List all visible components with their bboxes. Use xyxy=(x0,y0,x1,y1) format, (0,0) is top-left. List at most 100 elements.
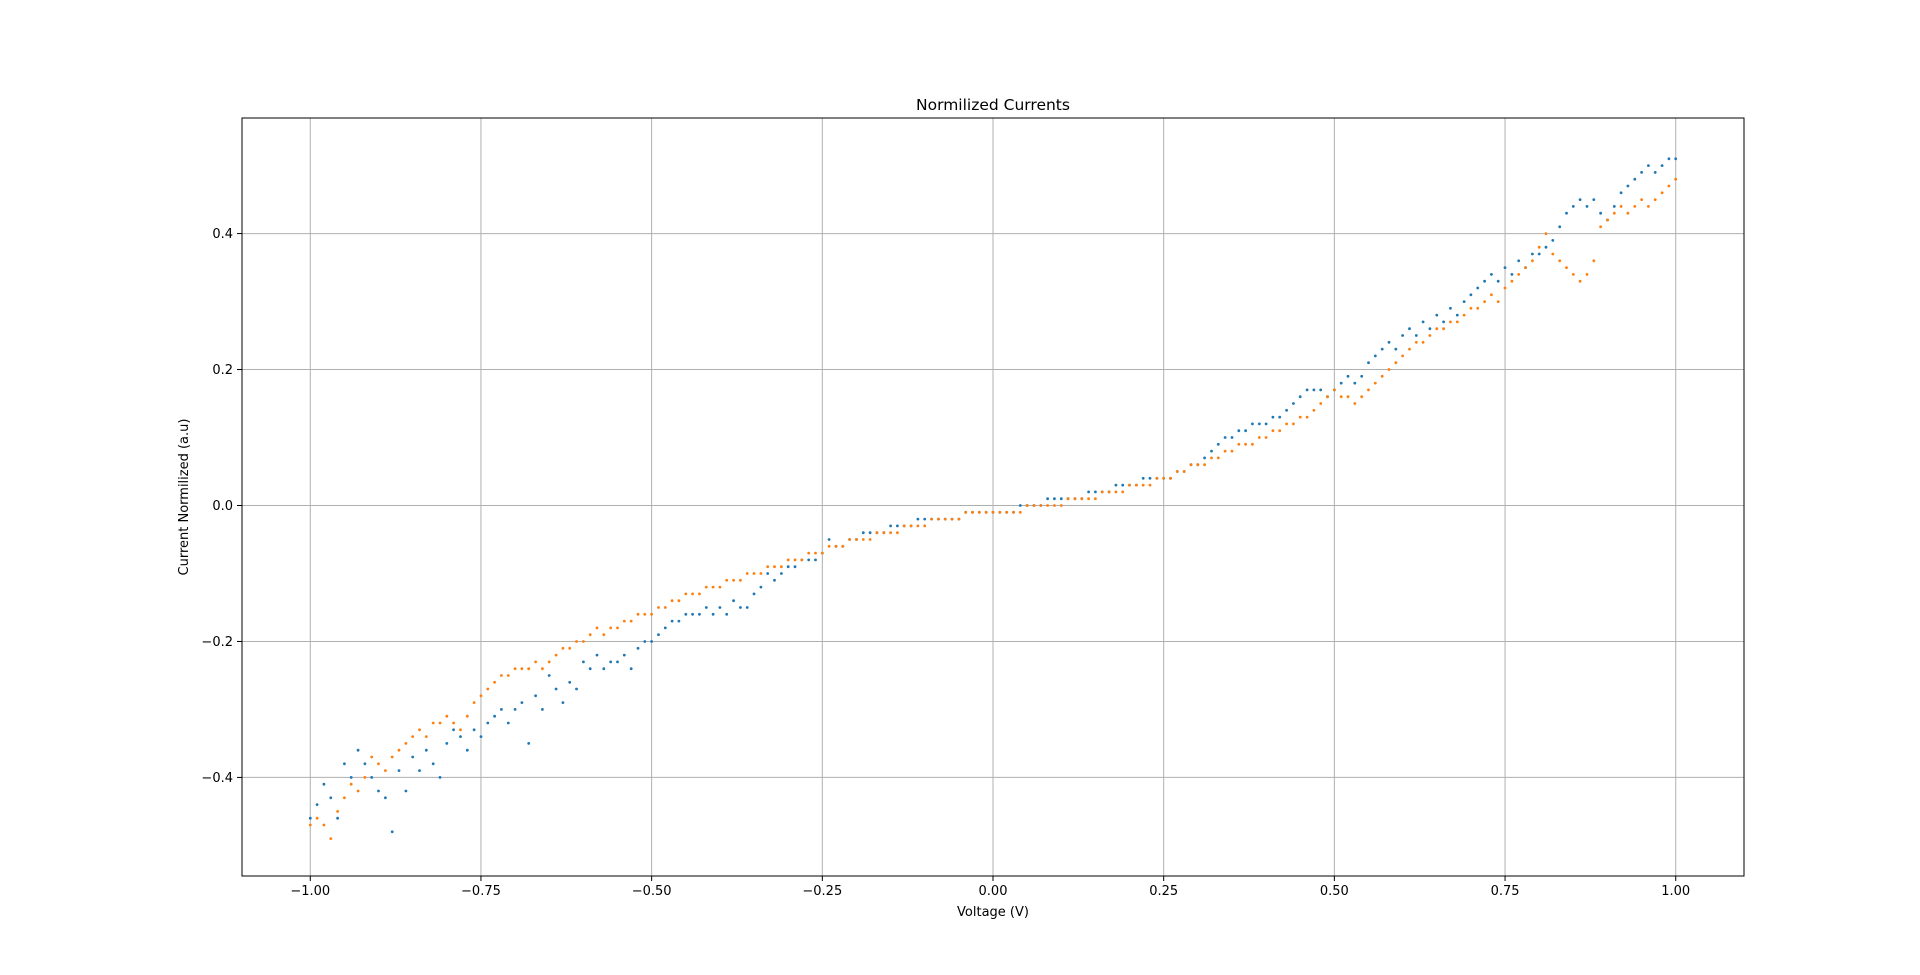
data-point xyxy=(1653,171,1657,174)
data-point xyxy=(445,742,449,745)
data-point xyxy=(561,701,565,704)
data-point xyxy=(923,524,927,528)
data-point xyxy=(1319,388,1323,392)
data-point xyxy=(1039,504,1043,507)
data-point xyxy=(1251,422,1254,426)
data-point xyxy=(773,565,776,569)
x-tick-label: 1.00 xyxy=(1661,884,1690,899)
data-point xyxy=(800,558,804,562)
data-point xyxy=(1148,476,1152,480)
data-point xyxy=(1408,327,1411,331)
data-point xyxy=(1346,395,1350,399)
data-point xyxy=(1421,340,1425,344)
data-point xyxy=(896,531,899,535)
data-point xyxy=(363,776,367,779)
data-point xyxy=(1428,334,1432,337)
x-tick-label: 0.75 xyxy=(1491,884,1520,899)
data-point xyxy=(329,837,333,840)
data-point xyxy=(1571,205,1575,208)
data-point xyxy=(582,640,585,643)
data-point xyxy=(308,816,312,820)
data-point xyxy=(575,640,578,643)
data-point xyxy=(377,789,380,793)
data-point xyxy=(889,524,892,528)
data-point xyxy=(1647,164,1650,168)
data-point xyxy=(500,708,503,711)
data-point xyxy=(937,517,940,521)
data-point xyxy=(554,687,558,691)
data-point xyxy=(377,762,380,766)
data-point xyxy=(1271,415,1275,419)
data-point xyxy=(643,612,647,616)
data-point xyxy=(438,776,442,779)
data-point xyxy=(541,708,544,711)
data-point xyxy=(650,640,653,643)
data-point xyxy=(773,578,776,582)
data-point xyxy=(766,572,770,575)
data-point xyxy=(1571,273,1575,276)
data-point xyxy=(1223,449,1227,453)
data-point xyxy=(622,653,626,657)
data-point xyxy=(1414,340,1418,344)
data-point xyxy=(1339,395,1343,399)
data-point xyxy=(964,510,968,514)
data-point xyxy=(1100,490,1104,494)
data-point xyxy=(1524,266,1527,269)
data-point xyxy=(1476,306,1480,310)
data-point xyxy=(486,687,490,691)
data-point xyxy=(1442,327,1445,331)
data-point xyxy=(349,782,353,786)
data-point xyxy=(807,551,811,555)
data-point xyxy=(916,524,920,528)
data-point xyxy=(1380,374,1384,378)
data-point xyxy=(506,721,510,725)
data-point xyxy=(1326,395,1329,399)
data-point xyxy=(431,721,435,725)
data-point xyxy=(1496,300,1500,303)
chart-title: Normilized Currents xyxy=(916,96,1070,114)
data-point xyxy=(1264,422,1268,426)
data-point xyxy=(418,769,421,772)
data-point xyxy=(1087,497,1090,501)
data-point xyxy=(602,667,606,671)
data-point xyxy=(1517,273,1521,276)
data-point xyxy=(1278,415,1282,419)
data-point xyxy=(1271,429,1275,433)
data-point xyxy=(431,762,435,766)
data-point xyxy=(534,660,537,664)
data-point xyxy=(315,816,319,820)
data-point xyxy=(943,517,947,521)
data-point xyxy=(527,742,531,745)
data-point xyxy=(998,510,1002,514)
data-point xyxy=(541,667,544,671)
data-point xyxy=(855,538,858,541)
data-point xyxy=(1305,388,1309,392)
data-point xyxy=(807,558,811,562)
data-point xyxy=(404,789,408,793)
data-point xyxy=(923,517,927,521)
data-point xyxy=(1599,211,1602,215)
data-point xyxy=(547,674,551,677)
data-point xyxy=(336,816,339,820)
data-point xyxy=(390,830,394,834)
data-point xyxy=(1565,266,1568,269)
data-point xyxy=(1367,388,1370,392)
data-point xyxy=(1360,395,1364,399)
data-point xyxy=(1148,483,1152,487)
data-point xyxy=(739,606,742,609)
data-point xyxy=(1285,408,1288,412)
data-point xyxy=(343,796,346,800)
data-point xyxy=(384,796,387,800)
data-point xyxy=(397,748,401,752)
data-point xyxy=(547,660,551,664)
data-point xyxy=(1455,320,1459,324)
data-point xyxy=(1558,225,1562,229)
data-point xyxy=(1442,320,1445,324)
data-point xyxy=(1155,476,1159,480)
data-point xyxy=(882,531,886,535)
data-point xyxy=(1401,354,1404,358)
data-point xyxy=(698,612,701,616)
data-point xyxy=(445,714,449,718)
data-point xyxy=(1210,449,1213,453)
